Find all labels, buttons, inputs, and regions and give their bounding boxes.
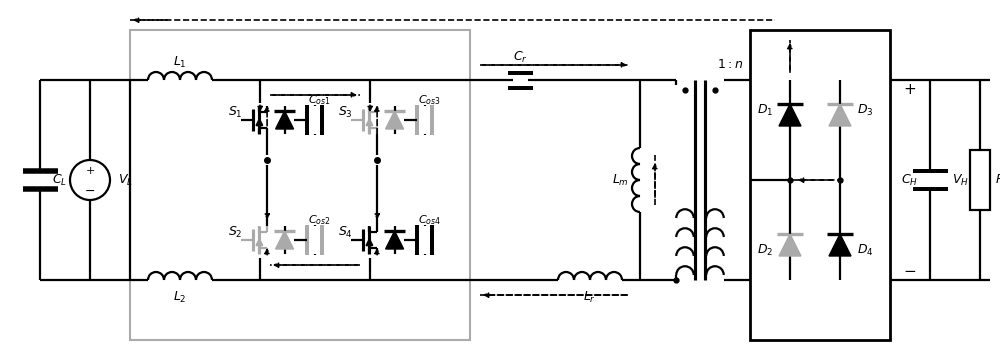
Text: $C_H$: $C_H$ — [901, 172, 919, 188]
Text: $C_L$: $C_L$ — [52, 172, 68, 188]
Text: $D_2$: $D_2$ — [757, 242, 773, 257]
Text: $C_{os2}$: $C_{os2}$ — [308, 213, 331, 227]
Polygon shape — [779, 104, 801, 126]
Bar — [750, 30, 890, 340]
Text: $S_1$: $S_1$ — [228, 105, 242, 120]
Text: $S_2$: $S_2$ — [228, 225, 242, 240]
Bar — [970, 150, 990, 210]
Text: $C_{os1}$: $C_{os1}$ — [308, 93, 331, 107]
Text: $C_{os3}$: $C_{os3}$ — [418, 93, 441, 107]
Text: $D_4$: $D_4$ — [857, 242, 873, 257]
Polygon shape — [779, 234, 801, 256]
Text: $V_H$: $V_H$ — [952, 172, 968, 188]
Text: $S_3$: $S_3$ — [338, 105, 352, 120]
Polygon shape — [829, 234, 851, 256]
Text: $D_3$: $D_3$ — [857, 103, 873, 118]
Text: $D_1$: $D_1$ — [757, 103, 773, 118]
Bar — [130, 30, 470, 340]
Text: $L_2$: $L_2$ — [173, 290, 187, 305]
Text: $-$: $-$ — [84, 184, 96, 197]
Text: $V_L$: $V_L$ — [118, 172, 132, 188]
Text: $1:n$: $1:n$ — [717, 58, 743, 72]
Text: $C_{os4}$: $C_{os4}$ — [418, 213, 441, 227]
Polygon shape — [276, 231, 294, 249]
Polygon shape — [276, 111, 294, 129]
Polygon shape — [829, 104, 851, 126]
Text: $-$: $-$ — [903, 262, 917, 278]
Text: $L_r$: $L_r$ — [583, 290, 597, 305]
Text: $C_r$: $C_r$ — [513, 50, 527, 65]
Polygon shape — [386, 231, 404, 249]
Text: $+$: $+$ — [85, 165, 95, 175]
Text: $+$: $+$ — [903, 82, 917, 98]
Text: $S_4$: $S_4$ — [338, 225, 352, 240]
Text: $L_m$: $L_m$ — [612, 172, 628, 188]
Polygon shape — [386, 111, 404, 129]
Text: $R_L$: $R_L$ — [995, 172, 1000, 188]
Text: $L_1$: $L_1$ — [173, 55, 187, 70]
